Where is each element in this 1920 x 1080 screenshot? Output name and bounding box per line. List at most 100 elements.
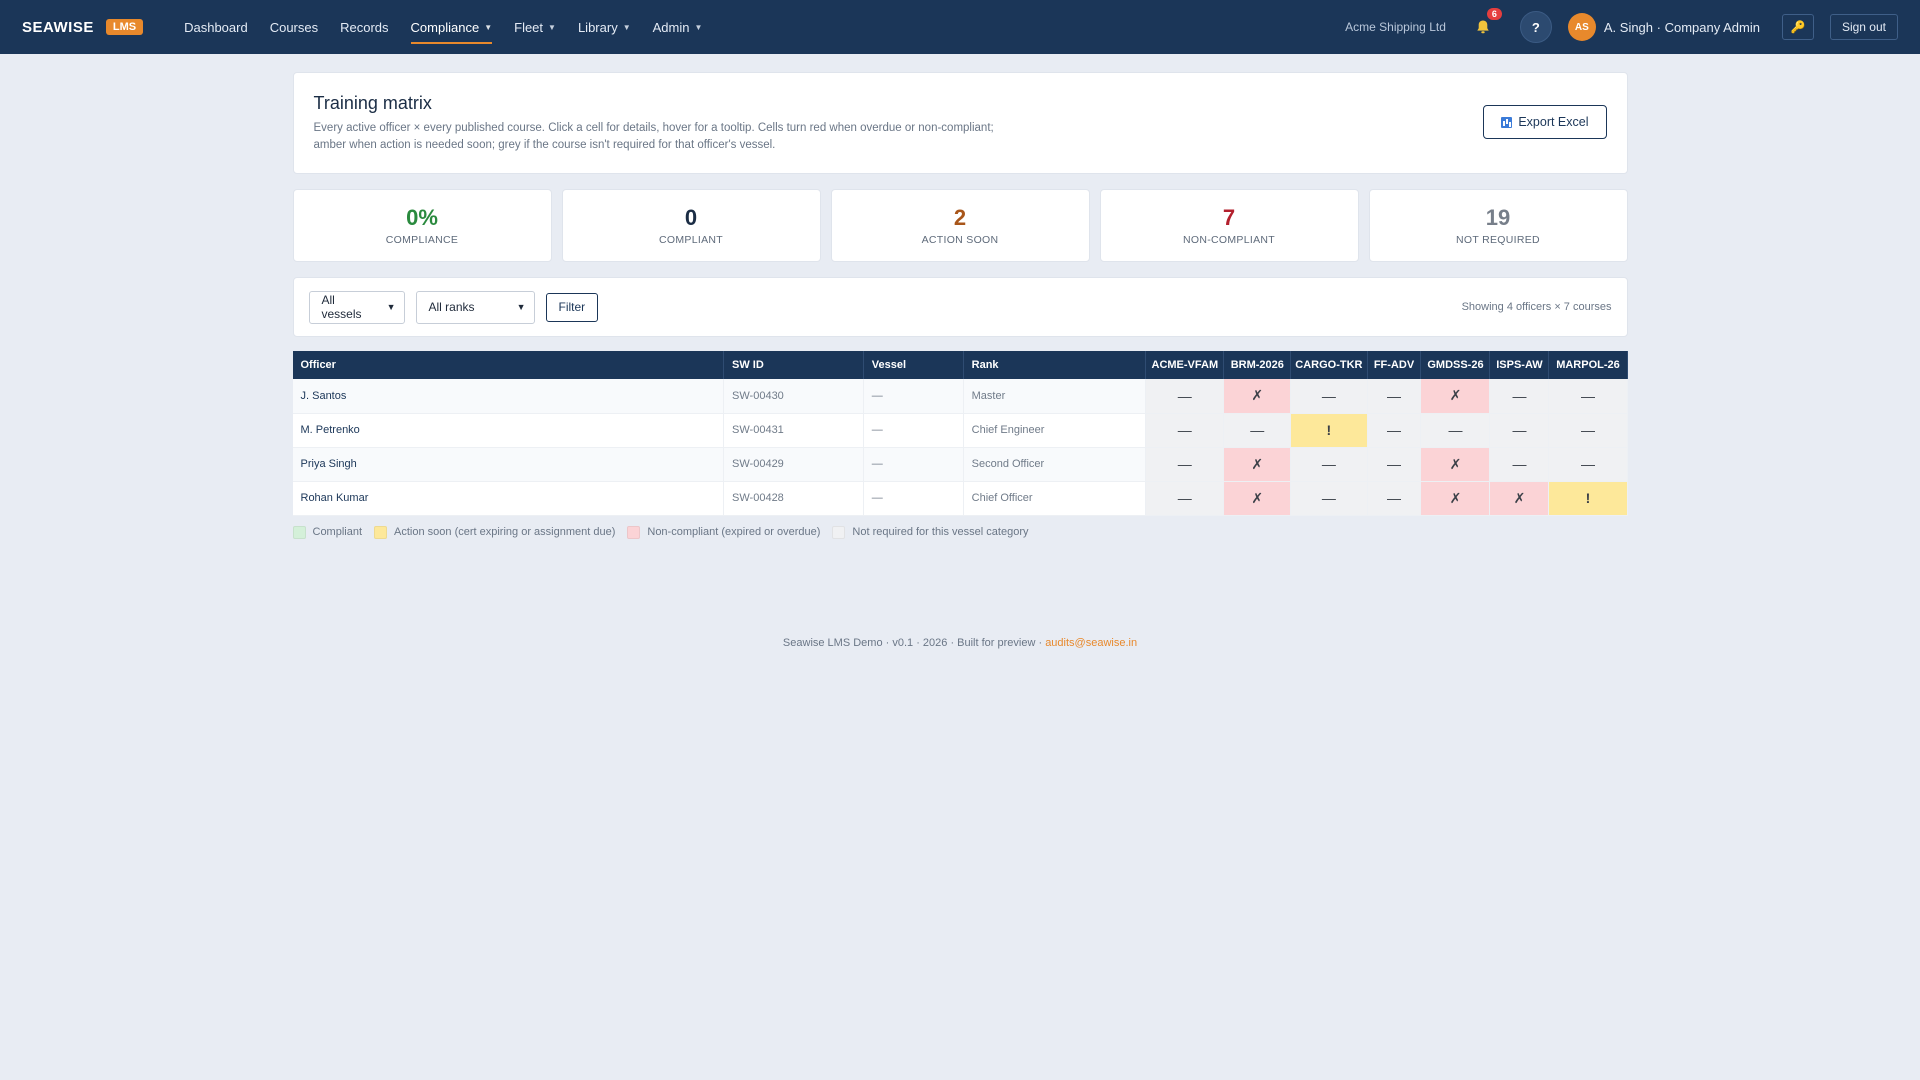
vessel: —	[863, 379, 964, 414]
matrix-cell-not-required[interactable]: —	[1145, 379, 1225, 414]
vessel: —	[863, 413, 964, 448]
matrix-cell-not-required[interactable]: —	[1420, 413, 1491, 448]
sw-id: SW-00430	[723, 379, 864, 414]
table-row: Priya Singh SW-00429— Second Officer — ✗ — — ✗ —…	[292, 447, 1628, 482]
footer-email-link[interactable]: audits@seawise.in	[1045, 636, 1138, 649]
matrix-cell-action-soon[interactable]: !	[1548, 481, 1628, 516]
column-header-officer: Officer	[292, 351, 725, 379]
legend-swatch	[832, 525, 846, 539]
matrix-cell-not-required[interactable]: —	[1367, 379, 1422, 414]
results-count: Showing 4 officers × 7 courses	[1461, 301, 1612, 313]
matrix-cell-non-compliant[interactable]: ✗	[1420, 379, 1491, 414]
matrix-cell-not-required[interactable]: —	[1367, 413, 1422, 448]
nav-item-courses[interactable]: Courses	[259, 0, 329, 54]
table-row: J. Santos SW-00430— Master — ✗ — — ✗ — —	[292, 379, 1628, 414]
matrix-cell-not-required[interactable]: —	[1145, 413, 1225, 448]
legend-label: Non-compliant (expired or overdue)	[647, 526, 821, 538]
nav-item-records[interactable]: Records	[329, 0, 399, 54]
table-header-row: Officer SW ID Vessel Rank ACME-VFAM BRM-2026 C…	[292, 351, 1628, 379]
stat-value: 2	[953, 204, 967, 230]
legend-swatch	[627, 525, 641, 539]
notifications-button[interactable]: 6	[1472, 8, 1502, 38]
rank-select[interactable]: All ranks ▼	[415, 290, 535, 324]
stat-label: ACTION SOON	[921, 233, 999, 246]
column-header-rank: Rank	[963, 351, 1147, 379]
nav-item-label: Dashboard	[184, 19, 248, 35]
nav-item-fleet[interactable]: Fleet ▼	[503, 0, 567, 54]
matrix-cell-not-required[interactable]: —	[1548, 413, 1628, 448]
caret-down-icon: ▼	[622, 22, 631, 32]
legend-item-ok: Compliant	[292, 525, 362, 539]
nav-item-label: Admin	[652, 19, 690, 35]
stat-label: COMPLIANT	[659, 233, 723, 246]
matrix-cell-not-required[interactable]: —	[1548, 379, 1628, 414]
rank: Chief Officer	[963, 481, 1147, 516]
sw-id: SW-00428	[723, 481, 864, 516]
notification-count-badge: 6	[1486, 8, 1502, 20]
user-menu[interactable]: AS A. Singh · Company Admin	[1567, 13, 1760, 41]
matrix-cell-not-required[interactable]: —	[1223, 413, 1292, 448]
sign-out-button[interactable]: Sign out	[1829, 14, 1898, 40]
table-header: Officer SW ID Vessel Rank ACME-VFAM BRM-2026 C…	[292, 351, 1628, 379]
matrix-cell-not-required[interactable]: —	[1489, 447, 1550, 482]
help-button[interactable]: ?	[1519, 11, 1552, 43]
vessel-select-value: All vessels	[321, 293, 362, 321]
table-body: J. Santos SW-00430— Master — ✗ — — ✗ — — M. Petren…	[292, 379, 1628, 516]
change-password-button[interactable]: 🔑	[1781, 14, 1814, 40]
table-row: M. Petrenko SW-00431— Chief Engineer — —! — — —…	[292, 413, 1628, 448]
matrix-cell-not-required[interactable]: —	[1489, 413, 1550, 448]
officer-name[interactable]: J. Santos	[292, 379, 725, 414]
nav-item-label: Library	[577, 19, 618, 35]
stat-label: NON-COMPLIANT	[1183, 233, 1275, 246]
brand-badge: LMS	[105, 19, 144, 35]
legend-label: Not required for this vessel category	[852, 526, 1029, 538]
matrix-cell-not-required[interactable]: —	[1145, 481, 1225, 516]
export-excel-button[interactable]: Export Excel	[1483, 105, 1607, 139]
avatar: AS	[1567, 13, 1596, 41]
matrix-cell-non-compliant[interactable]: ✗	[1489, 481, 1550, 516]
organization-name: Acme Shipping Ltd	[1345, 20, 1446, 34]
vessel-select[interactable]: All vessels ▼	[308, 290, 405, 324]
matrix-cell-not-required[interactable]: —	[1367, 481, 1422, 516]
matrix-cell-not-required[interactable]: —	[1145, 447, 1225, 482]
matrix-cell-not-required[interactable]: —	[1548, 447, 1628, 482]
matrix-cell-not-required[interactable]: —	[1489, 379, 1550, 414]
matrix-cell-not-required[interactable]: —	[1290, 481, 1368, 516]
footer-text: Seawise LMS Demo · v0.1 · 2026 · Built f…	[782, 636, 1046, 649]
officer-name[interactable]: M. Petrenko	[292, 413, 725, 448]
training-matrix-table: Officer SW ID Vessel Rank ACME-VFAM BRM-2026 C…	[292, 351, 1628, 516]
nav-item-label: Records	[340, 19, 389, 35]
nav-item-admin[interactable]: Admin ▼	[642, 0, 714, 54]
stat-label: NOT REQUIRED	[1456, 233, 1540, 246]
page-title: Training matrix	[313, 93, 432, 113]
matrix-cell-action-soon[interactable]: !	[1290, 413, 1368, 448]
course-column-header: FF-ADV	[1367, 351, 1422, 379]
matrix-cell-non-compliant[interactable]: ✗	[1420, 447, 1491, 482]
officer-name[interactable]: Rohan Kumar	[292, 481, 725, 516]
stat-value: 7	[1222, 204, 1236, 230]
matrix-cell-non-compliant[interactable]: ✗	[1223, 379, 1292, 414]
rank: Chief Engineer	[963, 413, 1147, 448]
nav-item-dashboard[interactable]: Dashboard	[173, 0, 259, 54]
nav-item-library[interactable]: Library ▼	[567, 0, 642, 54]
bell-icon	[1477, 20, 1489, 34]
page-header-text: Training matrix Every active officer × e…	[314, 93, 994, 154]
matrix-cell-non-compliant[interactable]: ✗	[1420, 481, 1491, 516]
officer-name[interactable]: Priya Singh	[292, 447, 725, 482]
user-name: A. Singh · Company Admin	[1603, 19, 1760, 35]
legend: Compliant Action soon (cert expiring or a…	[292, 525, 1628, 539]
brand-logo[interactable]: SEAWISE LMS	[22, 19, 144, 36]
filter-button[interactable]: Filter	[545, 292, 599, 322]
matrix-cell-non-compliant[interactable]: ✗	[1223, 481, 1292, 516]
matrix-cell-not-required[interactable]: —	[1290, 379, 1368, 414]
main-content: Training matrix Every active officer × e…	[292, 72, 1628, 649]
rank: Master	[963, 379, 1147, 414]
matrix-cell-not-required[interactable]: —	[1367, 447, 1422, 482]
legend-item-nc: Non-compliant (expired or overdue)	[627, 525, 821, 539]
matrix-cell-not-required[interactable]: —	[1290, 447, 1368, 482]
matrix-cell-non-compliant[interactable]: ✗	[1223, 447, 1292, 482]
course-column-header: ISPS-AW	[1489, 351, 1550, 379]
stat-card-action-soon: 2 ACTION SOON	[830, 189, 1090, 262]
nav-item-compliance[interactable]: Compliance ▼	[400, 0, 504, 54]
nav-item-label: Fleet	[514, 19, 544, 35]
